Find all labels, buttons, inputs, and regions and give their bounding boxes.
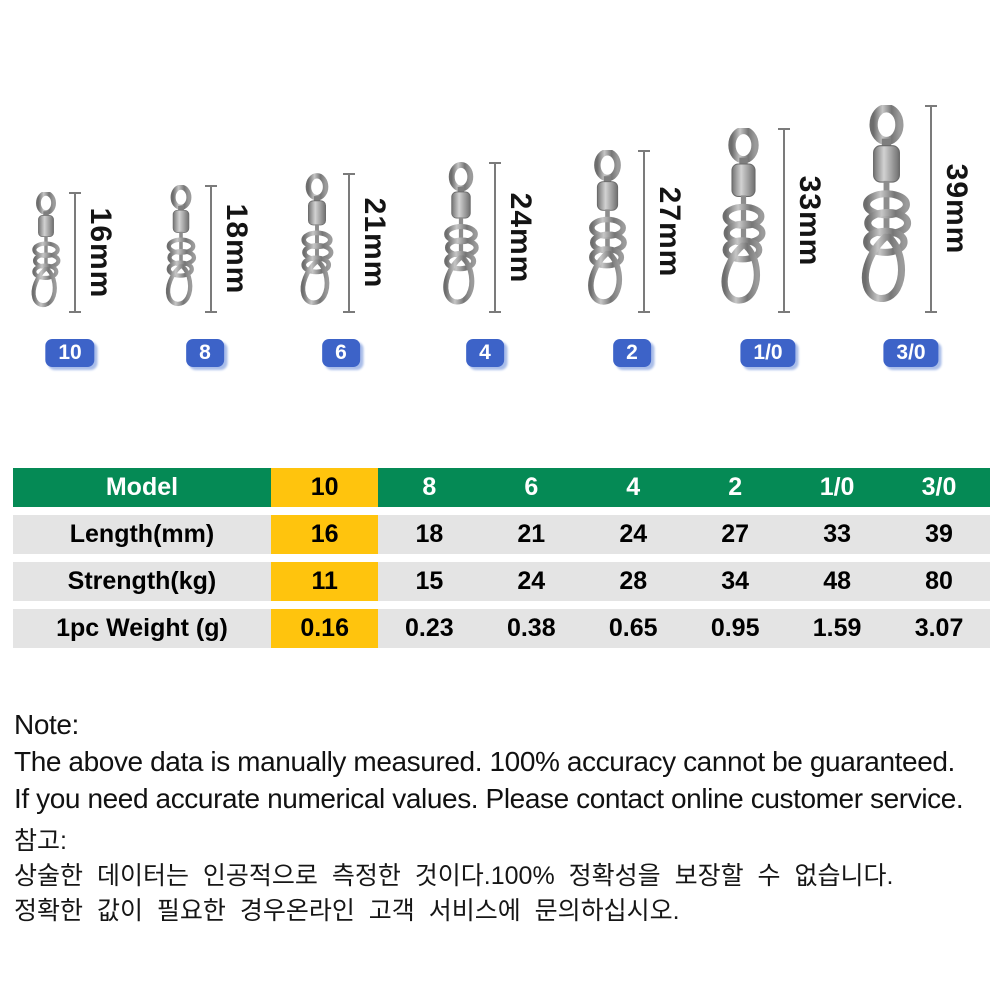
table-row-strength: Strength(kg) 11 15 24 28 34 48 80 — [13, 562, 990, 601]
size-badge: 3/0 — [883, 339, 939, 367]
swivel-snap-image — [861, 105, 912, 303]
table-cell-highlighted: 11 — [270, 562, 379, 601]
note-line: 상술한 데이터는 인공적으로 측정한 것이다.100% 정확성을 보장할 수 없… — [14, 862, 894, 890]
table-cell: 80 — [888, 562, 990, 601]
note-line: If you need accurate numerical values. P… — [14, 783, 964, 814]
table-cell: 24 — [582, 515, 685, 554]
swivel-snap-image — [165, 185, 197, 307]
table-row-weight: 1pc Weight (g) 0.16 0.23 0.38 0.65 0.95 … — [13, 609, 990, 648]
dimension-line — [637, 150, 651, 313]
table-cell: 3.07 — [888, 609, 990, 648]
row-label: Strength(kg) — [13, 562, 271, 601]
dimension-line — [488, 162, 502, 313]
swivel-snap-image — [31, 192, 61, 308]
size-badge: 1/0 — [740, 339, 796, 367]
swivel-snap-image — [588, 150, 627, 305]
product-swivel-group: 24mm — [434, 162, 538, 313]
length-label: 39mm — [940, 163, 973, 255]
table-row-length: Length(mm) 16 18 21 24 27 33 39 — [13, 515, 990, 554]
length-label: 16mm — [84, 207, 117, 298]
table-cell: 21 — [480, 515, 583, 554]
header-cell: 6 — [480, 468, 583, 507]
table-cell: 0.95 — [684, 609, 787, 648]
dimension-line — [68, 192, 82, 313]
note-title: Note: — [14, 709, 79, 740]
table-cell: 15 — [378, 562, 481, 601]
row-label: Length(mm) — [13, 515, 271, 554]
product-swivel-group: 21mm — [292, 173, 392, 313]
dimension-line — [777, 128, 791, 313]
swivel-snap-image — [721, 128, 766, 304]
swivel-snap-image — [300, 173, 334, 306]
header-cell: 2 — [684, 468, 787, 507]
row-label: 1pc Weight (g) — [13, 609, 271, 648]
note-line: 정확한 값이 필요한 경우온라인 고객 서비스에 문의하십시오. — [14, 897, 680, 925]
dimension-line — [204, 185, 218, 313]
header-cell: 1/0 — [786, 468, 889, 507]
dimension-line — [342, 173, 356, 313]
length-label: 33mm — [793, 175, 826, 266]
table-cell: 0.38 — [480, 609, 583, 648]
size-badge: 8 — [186, 339, 224, 367]
size-badge: 4 — [466, 339, 504, 367]
product-swivel-group: 33mm — [710, 128, 827, 313]
header-cell-highlighted: 10 — [270, 468, 379, 507]
size-badge: 6 — [322, 339, 360, 367]
table-cell: 39 — [888, 515, 990, 554]
table-cell: 48 — [786, 562, 889, 601]
product-swivel-group: 18mm — [158, 185, 254, 313]
length-label: 18mm — [220, 203, 253, 295]
table-cell: 24 — [480, 562, 583, 601]
table-cell: 33 — [786, 515, 889, 554]
table-cell: 18 — [378, 515, 481, 554]
table-cell-highlighted: 0.16 — [270, 609, 379, 648]
length-label: 24mm — [504, 192, 537, 283]
header-cell-model: Model — [13, 468, 271, 507]
size-badge: 10 — [45, 339, 95, 367]
table-cell: 28 — [582, 562, 685, 601]
header-cell: 8 — [378, 468, 481, 507]
note-line: The above data is manually measured. 100… — [14, 746, 955, 777]
table-cell: 34 — [684, 562, 787, 601]
dimension-line — [924, 105, 938, 313]
spec-table: Model 10 8 6 4 2 1/0 3/0 Length(mm) 16 1… — [13, 468, 990, 648]
size-badge: 2 — [613, 339, 651, 367]
table-header-row: Model 10 8 6 4 2 1/0 3/0 — [13, 468, 990, 507]
table-cell: 0.65 — [582, 609, 685, 648]
product-swivel-group: 16mm — [24, 192, 118, 313]
table-cell: 1.59 — [786, 609, 889, 648]
note-english: Note: The above data is manually measure… — [14, 706, 964, 817]
note-title: 참고: — [14, 827, 67, 855]
table-cell: 27 — [684, 515, 787, 554]
table-cell: 0.23 — [378, 609, 481, 648]
product-swivel-group: 39mm — [849, 105, 974, 313]
length-label: 21mm — [358, 197, 391, 289]
table-cell-highlighted: 16 — [270, 515, 379, 554]
length-label: 27mm — [653, 186, 686, 277]
note-korean: 참고: 상술한 데이터는 인공적으로 측정한 것이다.100% 정확성을 보장할… — [14, 824, 893, 929]
product-swivel-group: 27mm — [578, 150, 687, 313]
header-cell: 4 — [582, 468, 685, 507]
swivel-snap-image — [443, 162, 479, 305]
header-cell: 3/0 — [888, 468, 990, 507]
